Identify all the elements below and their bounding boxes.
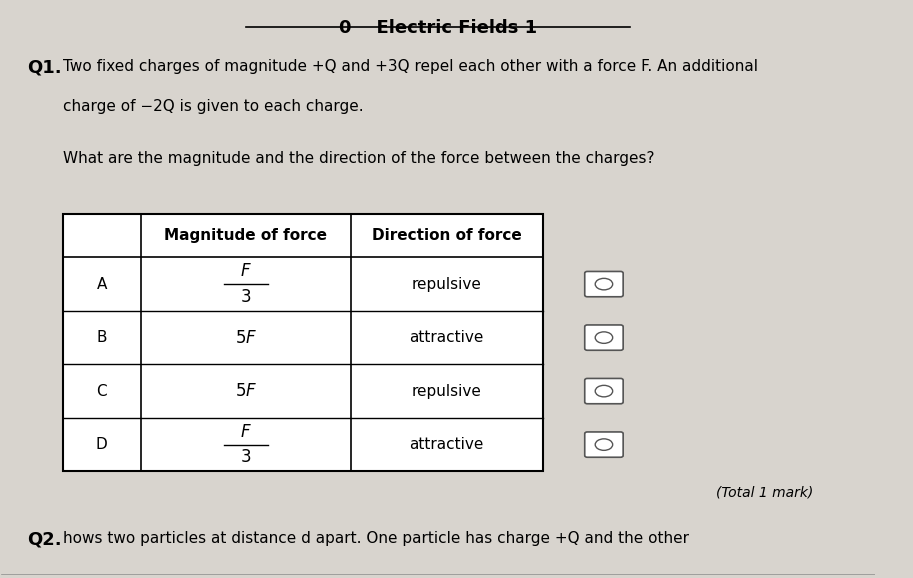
Text: Q2.: Q2. (27, 531, 62, 549)
FancyBboxPatch shape (62, 214, 543, 471)
Text: What are the magnitude and the direction of the force between the charges?: What are the magnitude and the direction… (62, 151, 654, 166)
Text: $3$: $3$ (240, 449, 251, 466)
Text: Q1.: Q1. (27, 59, 62, 77)
Text: attractive: attractive (410, 437, 484, 452)
FancyBboxPatch shape (584, 432, 624, 457)
Text: D: D (96, 437, 108, 452)
Text: B: B (97, 330, 107, 345)
Text: Direction of force: Direction of force (372, 228, 521, 243)
Text: $F$: $F$ (240, 262, 252, 280)
Text: attractive: attractive (410, 330, 484, 345)
Text: (Total 1 mark): (Total 1 mark) (717, 486, 813, 500)
Text: charge of −2Q is given to each charge.: charge of −2Q is given to each charge. (62, 99, 363, 114)
Text: 0    Electric Fields 1: 0 Electric Fields 1 (339, 18, 537, 36)
FancyBboxPatch shape (584, 272, 624, 297)
Text: repulsive: repulsive (412, 384, 482, 399)
Text: $F$: $F$ (240, 423, 252, 441)
Text: Magnitude of force: Magnitude of force (164, 228, 328, 243)
Text: C: C (97, 384, 107, 399)
FancyBboxPatch shape (584, 379, 624, 404)
Text: $5F$: $5F$ (235, 329, 257, 347)
Text: hows two particles at distance d apart. One particle has charge +Q and the other: hows two particles at distance d apart. … (62, 531, 688, 546)
Text: $5F$: $5F$ (235, 382, 257, 400)
FancyBboxPatch shape (584, 325, 624, 350)
Text: A: A (97, 277, 107, 292)
Text: Two fixed charges of magnitude +Q and +3Q repel each other with a force F. An ad: Two fixed charges of magnitude +Q and +3… (62, 59, 758, 74)
Text: $3$: $3$ (240, 288, 251, 306)
Text: repulsive: repulsive (412, 277, 482, 292)
